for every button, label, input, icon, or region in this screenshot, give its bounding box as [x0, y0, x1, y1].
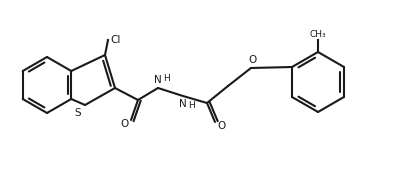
Text: S: S	[75, 108, 81, 118]
Text: O: O	[120, 119, 128, 129]
Text: N: N	[154, 75, 162, 85]
Text: O: O	[248, 55, 256, 65]
Text: N: N	[179, 99, 187, 109]
Text: Cl: Cl	[110, 35, 120, 45]
Text: CH₃: CH₃	[310, 30, 326, 39]
Text: H: H	[163, 74, 170, 83]
Text: H: H	[188, 101, 195, 110]
Text: O: O	[217, 121, 225, 131]
